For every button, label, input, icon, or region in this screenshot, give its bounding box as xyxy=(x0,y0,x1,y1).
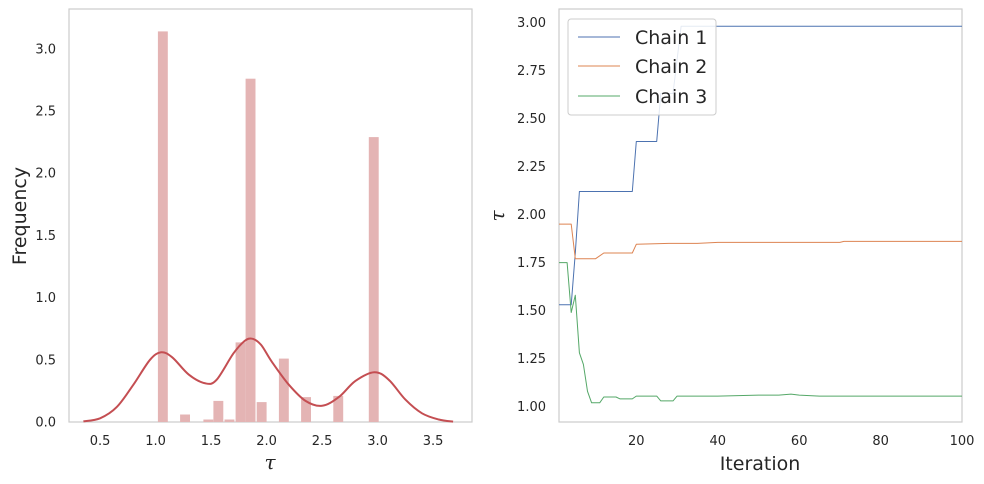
histogram-x-tick-label: 0.5 xyxy=(90,434,111,449)
histogram-y-tick-label: 3.0 xyxy=(35,42,56,57)
histogram-y-axis-label: Frequency xyxy=(9,167,31,265)
histogram-x-tick-label: 1.0 xyxy=(145,434,166,449)
histogram-bar-2 xyxy=(180,414,190,422)
histogram-y-ticks: 0.0 0.5 1.0 1.5 2.0 2.5 3.0 xyxy=(35,42,56,430)
histogram-bars xyxy=(157,31,379,423)
trace-y-tick-label: 2.75 xyxy=(517,64,546,79)
histogram-bar-9 xyxy=(278,358,289,422)
histogram-bar-7 xyxy=(245,78,256,422)
histogram-bar-11 xyxy=(333,395,344,422)
histogram-y-tick-label: 0.5 xyxy=(35,353,56,368)
trace-y-tick-label: 1.75 xyxy=(517,256,546,271)
histogram-y-tick-label: 0.0 xyxy=(35,416,56,431)
histogram-x-tick-label: 2.0 xyxy=(256,434,277,449)
histogram-x-axis-label: τ xyxy=(264,450,276,474)
legend-box xyxy=(567,18,717,116)
trace-y-tick-label: 2.25 xyxy=(517,160,546,175)
trace-y-ticks: 1.00 1.25 1.50 1.75 2.00 2.25 2.50 2.75 3.00 xyxy=(517,16,546,415)
histogram-y-tick-label: 2.5 xyxy=(35,105,56,120)
trace-x-tick-label: 40 xyxy=(710,434,727,449)
legend-label-chain-1: Chain 1 xyxy=(635,27,707,49)
trace-line-chain-3 xyxy=(559,262,962,404)
histogram-y-tick-label: 1.0 xyxy=(35,291,56,306)
histogram-x-tick-label: 1.5 xyxy=(201,434,222,449)
trace-plot-frame xyxy=(558,8,963,423)
trace-line-chain-2 xyxy=(559,223,962,260)
trace-x-tick-label: 20 xyxy=(628,434,645,449)
histogram-x-tick-label: 3.0 xyxy=(367,434,388,449)
trace-y-tick-label: 2.50 xyxy=(517,112,546,127)
histogram-plot: 0.5 1.0 1.5 2.0 2.5 3.0 3.5 0.0 0.5 1.0 1.5 2.0 2.5… xyxy=(9,8,473,474)
histogram-plot-frame xyxy=(68,8,473,423)
trace-plot: 20 40 60 80 100 1.00 1.25 1.50 1.75 2.00 2.25 2.50… xyxy=(485,8,974,475)
trace-x-axis-label: Iteration xyxy=(720,453,801,475)
histogram-bar-5 xyxy=(224,419,235,422)
histogram-y-tick-label: 2.0 xyxy=(35,167,56,182)
trace-x-tick-label: 60 xyxy=(791,434,808,449)
trace-y-tick-label: 1.25 xyxy=(517,352,546,367)
legend: Chain 1 Chain 2 Chain 3 xyxy=(567,18,717,116)
trace-x-tick-label: 100 xyxy=(950,434,975,449)
trace-y-axis-label: τ xyxy=(485,210,509,222)
histogram-bar-4 xyxy=(213,400,224,422)
trace-y-tick-label: 3.00 xyxy=(517,16,546,31)
histogram-y-tick-label: 1.5 xyxy=(35,229,56,244)
histogram-bar-12 xyxy=(368,137,379,422)
legend-label-chain-3: Chain 3 xyxy=(635,86,707,108)
legend-label-chain-2: Chain 2 xyxy=(635,56,707,78)
kde-curve xyxy=(83,337,454,423)
trace-x-tick-label: 80 xyxy=(872,434,889,449)
histogram-bar-1 xyxy=(157,31,168,423)
histogram-bar-3 xyxy=(203,419,214,422)
histogram-x-tick-label: 2.5 xyxy=(312,434,333,449)
trace-x-ticks: 20 40 60 80 100 xyxy=(628,434,974,449)
histogram-x-tick-label: 3.5 xyxy=(423,434,444,449)
trace-y-tick-label: 1.00 xyxy=(517,400,546,415)
histogram-bar-8 xyxy=(256,402,267,422)
histogram-bar-6 xyxy=(235,342,246,422)
trace-y-tick-label: 2.00 xyxy=(517,208,546,223)
histogram-bar-10 xyxy=(301,397,311,422)
trace-y-tick-label: 1.50 xyxy=(517,304,546,319)
histogram-x-ticks: 0.5 1.0 1.5 2.0 2.5 3.0 3.5 xyxy=(90,434,444,449)
